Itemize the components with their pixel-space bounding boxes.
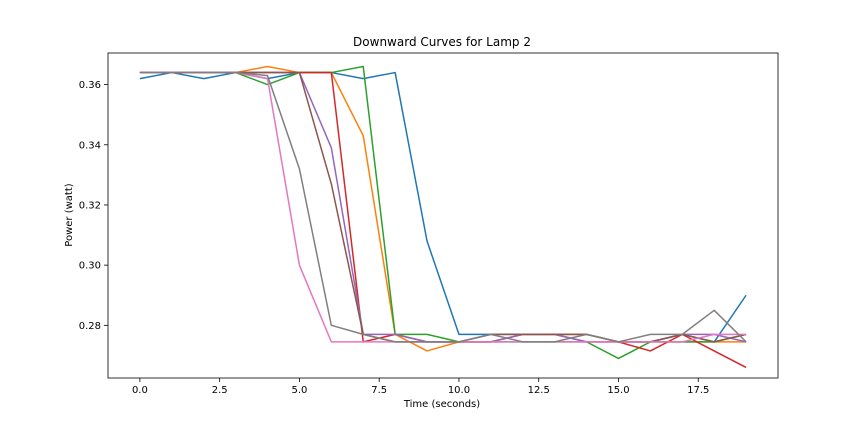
x-tick-label: 0.0	[132, 385, 148, 396]
series-line-8	[139, 71, 747, 343]
x-tick-label: 10.0	[448, 385, 470, 396]
y-tick-label: 0.30	[79, 261, 101, 272]
x-axis: 0.0 2.5 5.0 7.5 10.0 12.5 15.0 17.5	[132, 378, 709, 396]
y-tick-label: 0.36	[79, 80, 101, 91]
chart-title: Downward Curves for Lamp 2	[353, 35, 531, 49]
x-tick-label: 12.5	[528, 385, 550, 396]
plot-frame	[107, 52, 779, 379]
y-tick-label: 0.34	[79, 140, 101, 151]
x-tick-label: 5.0	[291, 385, 307, 396]
x-tick-label: 7.5	[371, 385, 387, 396]
y-tick-label: 0.32	[79, 200, 101, 211]
x-tick-label: 15.0	[607, 385, 629, 396]
y-axis: 0.28 0.30 0.32 0.34 0.36	[79, 80, 108, 332]
x-axis-label: Time (seconds)	[403, 399, 480, 410]
x-tick-label: 17.5	[687, 385, 709, 396]
y-axis-label: Power (watt)	[64, 183, 75, 246]
x-tick-label: 2.5	[212, 385, 228, 396]
y-tick-label: 0.28	[79, 321, 101, 332]
series-line-3	[139, 65, 747, 360]
plot-area	[139, 65, 747, 369]
